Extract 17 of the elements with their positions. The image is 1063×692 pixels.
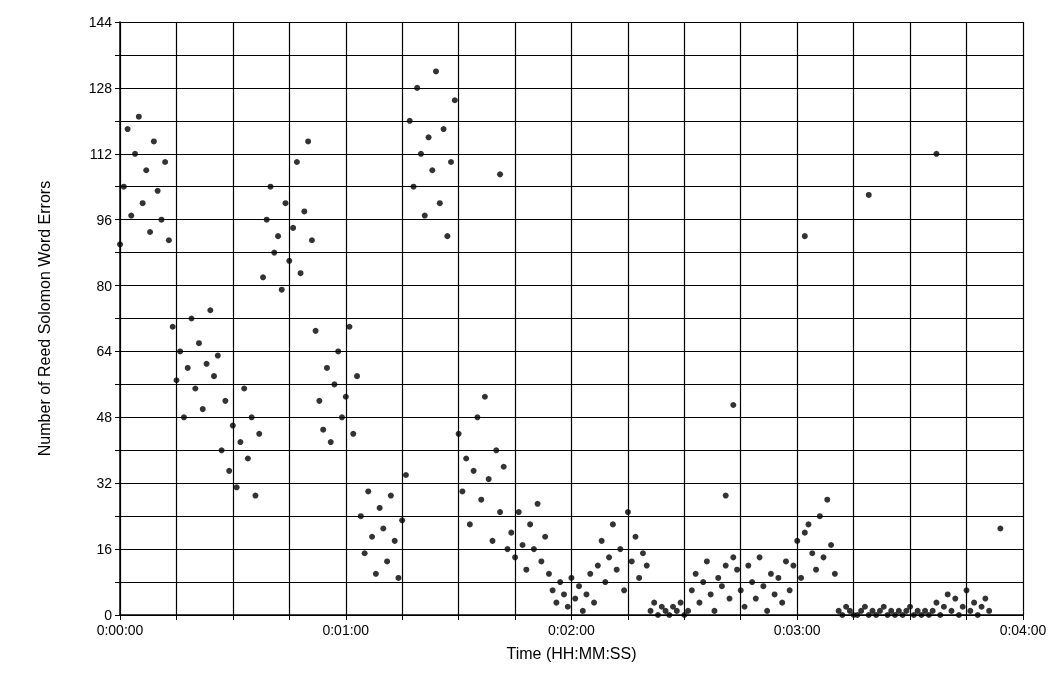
y-tick-label: 64 xyxy=(96,343,113,360)
x-tick-label: 0:00:00 xyxy=(96,622,144,638)
x-axis-title: Time (HH:MM:SS) xyxy=(506,644,637,662)
y-tick-label: 32 xyxy=(96,475,113,492)
y-tick-label: 0 xyxy=(104,607,113,623)
x-tick-label: 0:03:00 xyxy=(773,622,821,638)
y-tick-label: 16 xyxy=(96,541,113,558)
y-tick-label: 48 xyxy=(96,409,113,426)
y-tick-label: 144 xyxy=(88,14,113,30)
y-tick-label: 112 xyxy=(89,145,113,162)
y-tick-label: 80 xyxy=(96,277,113,294)
x-tick-label: 0:04:00 xyxy=(999,622,1047,638)
y-axis-title: Number of Reed Solomon Word Errors xyxy=(35,180,53,457)
x-tick-label: 0:02:00 xyxy=(548,622,595,638)
y-tick-label: 96 xyxy=(96,211,113,228)
x-tick-label: 0:01:00 xyxy=(322,622,370,638)
y-tick-label: 128 xyxy=(88,79,113,96)
